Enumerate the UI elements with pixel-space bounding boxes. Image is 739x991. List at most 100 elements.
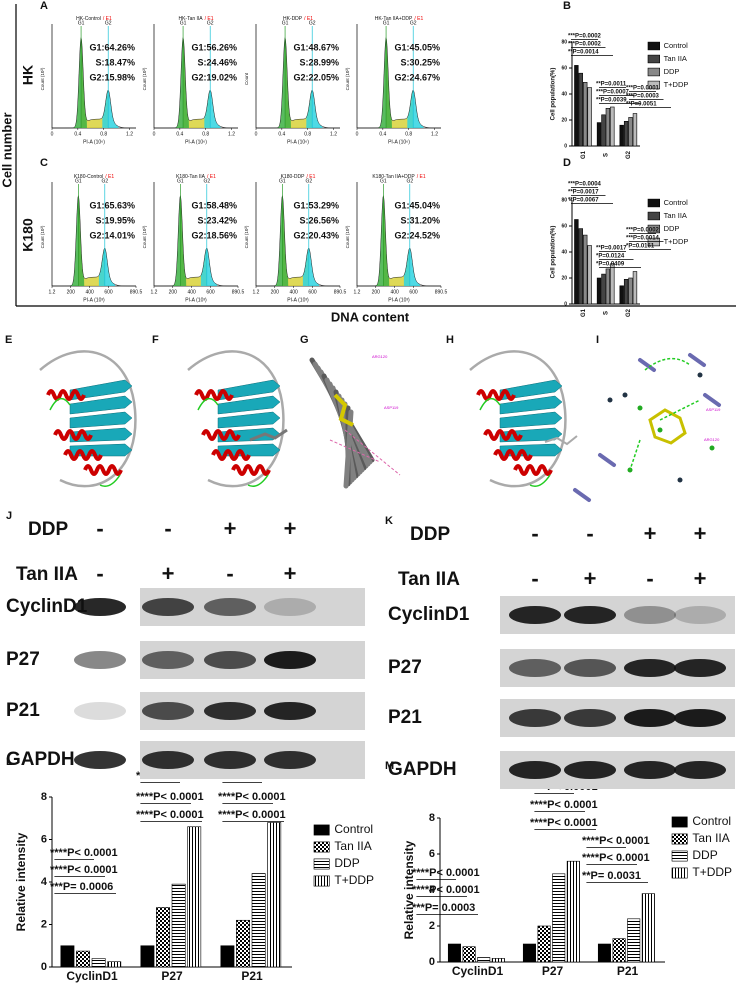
x-tick-label: P27: [542, 964, 564, 978]
treatment-sign: -: [531, 566, 538, 591]
legend-label: Tan IIA: [692, 831, 729, 845]
y-tick-label: 80: [561, 197, 567, 203]
x-tick-label: P21: [241, 969, 263, 983]
legend-label: DDP: [692, 848, 717, 862]
x-tick-label: 400: [187, 289, 196, 295]
x-tick-label: 0.4: [278, 131, 285, 137]
blot-band: [624, 659, 676, 677]
bar: [447, 943, 461, 963]
phase-stat: G2:18.56%: [191, 230, 237, 240]
legend-swatch: [671, 816, 688, 828]
y-tick-label: 60: [561, 223, 567, 229]
panel-letter: F: [152, 334, 159, 346]
bar: [140, 945, 155, 968]
phase-stat: G1:48.67%: [293, 42, 339, 52]
row-label: K180: [20, 218, 36, 252]
bar: [627, 918, 641, 963]
panel-letter: B: [563, 0, 571, 12]
alpha-helix: [46, 389, 86, 401]
protein-label: P27: [388, 657, 422, 678]
blot-band: [624, 606, 676, 624]
significance-label: *P=0.0409: [596, 262, 625, 268]
gate-label: G2: [101, 178, 108, 184]
blot-band: [264, 651, 316, 669]
bar: [60, 945, 75, 968]
y-axis-label: Count (10³): [142, 67, 147, 90]
x-axis-label: PI-A (10³): [287, 297, 309, 303]
legend-swatch: [647, 80, 660, 90]
phase-stat: S:26.56%: [299, 215, 339, 225]
phase-stat: G1:64.26%: [89, 42, 135, 52]
legend-swatch: [647, 198, 660, 208]
y-axis-label: Count (10³): [345, 67, 350, 90]
significance-label: ***P=0.0001: [626, 86, 660, 92]
panel-letter: A: [40, 0, 48, 12]
significance-label: **P=0.0014: [568, 50, 599, 56]
blot-band: [74, 651, 126, 669]
gate-label: G1: [78, 20, 85, 26]
x-tick-label: 600: [308, 289, 317, 295]
significance-label: ****P< 0.0001: [136, 809, 204, 821]
treatment-sign: -: [646, 566, 653, 591]
blot-band: [509, 606, 561, 624]
legend-swatch: [647, 224, 660, 234]
water-atom: [677, 477, 683, 483]
phase-stat: G2:20.43%: [293, 230, 339, 240]
x-tick-label: 1.2: [253, 289, 260, 295]
protein-label: CyclinD1: [388, 604, 470, 625]
y-axis-label: Relative intensity: [402, 840, 416, 939]
bar: [623, 121, 629, 147]
treatment-sign: +: [284, 516, 297, 541]
x-tick-label: G1: [581, 308, 587, 317]
residue-stick: [688, 353, 706, 367]
blot-band: [204, 651, 256, 669]
significance-label: ***P=0.0002: [626, 228, 660, 234]
x-tick-label: 1.2: [330, 131, 337, 137]
water-atom: [607, 397, 613, 403]
blot-band: [142, 651, 194, 669]
significance-label: **P=0.0067: [568, 198, 599, 204]
panel-title-main: HK-DDP: [283, 16, 303, 22]
panel-letter: K: [385, 515, 393, 527]
treatment-sign: +: [694, 521, 707, 546]
bar: [107, 961, 122, 968]
x-tick-label: 600: [104, 289, 113, 295]
bar: [612, 938, 626, 963]
protein-loop: [187, 350, 285, 488]
phase-area: [174, 37, 189, 128]
legend-label: Control: [664, 41, 689, 50]
x-tick-label: P27: [161, 969, 183, 983]
y-tick-label: 2: [41, 918, 47, 930]
x-tick-label: 890.5: [435, 289, 448, 295]
y-tick-label: 8: [41, 791, 47, 803]
blot-band: [204, 598, 256, 616]
ligand: [249, 428, 288, 442]
gate-label: G1: [279, 178, 286, 184]
blot-band: [624, 761, 676, 779]
gate-label: G2: [406, 178, 413, 184]
phase-stat: G1:45.05%: [394, 42, 440, 52]
alpha-helix: [211, 449, 251, 461]
blot-band: [142, 702, 194, 720]
legend-swatch: [671, 867, 688, 879]
y-axis-label: Cell population(%): [551, 226, 557, 279]
x-tick-label: 1.2: [228, 131, 235, 137]
x-tick-label: 600: [206, 289, 215, 295]
blot-band: [564, 659, 616, 677]
bar: [583, 234, 588, 305]
bar: [641, 893, 655, 963]
bar: [574, 219, 579, 305]
treatment-label: DDP: [410, 524, 450, 545]
blot-band: [74, 702, 126, 720]
panel-title-main: K180-Tan IIA+DDP: [372, 174, 415, 180]
residue-label: ARG120: [704, 437, 720, 442]
gate-label: G2: [410, 20, 417, 26]
phase-stat: S:19.95%: [95, 215, 135, 225]
significance-label: ****P< 0.0001: [218, 791, 286, 803]
x-tick-label: CyclinD1: [452, 964, 504, 978]
treatment-label: DDP: [28, 519, 68, 540]
bar: [187, 826, 202, 968]
blot-band: [204, 702, 256, 720]
bar: [477, 957, 491, 963]
y-tick-label: 6: [41, 833, 47, 845]
